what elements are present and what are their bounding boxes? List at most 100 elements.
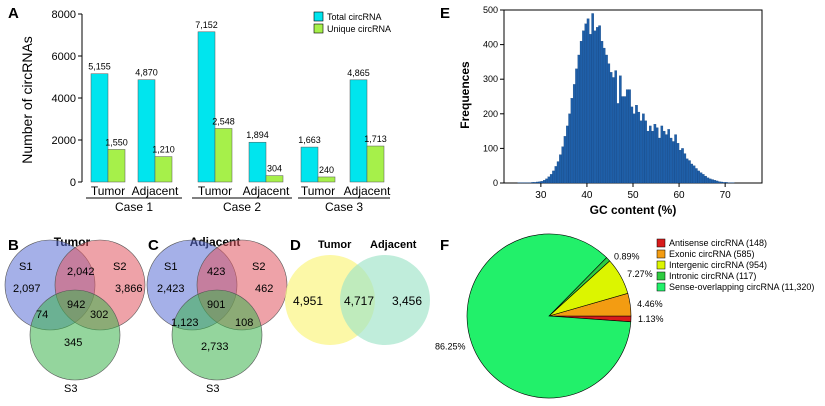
e-ytick-label: 100 (483, 143, 498, 153)
venn-b-s1-only: 2,097 (13, 283, 41, 295)
e-hist-bar (718, 182, 720, 183)
venn-d-label-tumor: Tumor (318, 239, 352, 251)
panel-a-bar-labels: 5,1551,5504,8701,2107,1522,5481,8943041,… (88, 20, 387, 175)
bar-label-unique: 240 (319, 165, 334, 175)
e-hist-bar (559, 155, 561, 183)
venn-b-set-label-s3: S3 (64, 383, 77, 395)
bar-total (198, 32, 215, 182)
e-hist-bar (562, 147, 564, 183)
e-hist-bar (539, 182, 541, 183)
e-hist-bar (651, 131, 653, 183)
e-hist-bar (665, 135, 667, 183)
bar-label-total: 7,152 (195, 20, 218, 30)
venn-c-s2-s3: 108 (235, 317, 253, 329)
e-hist-bar (610, 72, 612, 183)
venn-d-tumor-only: 4,951 (293, 294, 323, 308)
e-hist-bar (569, 114, 571, 183)
f-legend-label: Exonic circRNA (585) (669, 249, 755, 259)
f-legend-swatch (657, 239, 665, 247)
e-hist-bar (635, 105, 637, 183)
e-hist-bar (698, 171, 700, 183)
e-hist-bar (582, 31, 584, 183)
e-hist-bar (661, 126, 663, 183)
e-hist-bar (545, 179, 547, 183)
bar-unique (266, 176, 283, 182)
venn-b-s1-s2: 2,042 (67, 266, 95, 278)
panel-f-pie (467, 234, 631, 398)
venn-c-set-label-s1: S1 (164, 261, 177, 273)
e-hist-bar (709, 179, 711, 183)
a-ytick-label: 8000 (52, 9, 76, 21)
e-hist-bar (557, 162, 559, 183)
e-hist-bar (603, 48, 605, 183)
bar-unique (108, 149, 125, 182)
e-hist-bar (670, 138, 672, 183)
bar-total (249, 142, 266, 182)
legend-swatch-total (314, 12, 323, 21)
e-hist-bar (693, 166, 695, 183)
f-legend-label: Intronic circRNA (117) (669, 271, 756, 281)
e-hist-bar (725, 182, 727, 183)
a-ytick-label: 4000 (52, 93, 76, 105)
venn-b-s2-s3: 302 (90, 309, 108, 321)
f-legend-swatch (657, 272, 665, 280)
bar-unique (318, 177, 335, 182)
e-hist-bar (619, 76, 621, 183)
e-hist-bar (543, 180, 545, 183)
e-hist-bar (631, 107, 633, 183)
e-hist-bar (695, 168, 697, 183)
bar-label-unique: 1,713 (364, 134, 387, 144)
e-hist-bar (723, 182, 725, 183)
venn-b-s1-s3: 74 (36, 309, 48, 321)
e-hist-bar (700, 173, 702, 183)
e-hist-bar (571, 98, 573, 183)
pie-slice-label: 1.13% (638, 314, 664, 324)
panel-a-legend: Total circRNA Unique circRNA (314, 12, 391, 34)
bar-label-unique: 1,210 (152, 145, 175, 155)
e-hist-bar (686, 159, 688, 183)
legend-swatch-unique (314, 24, 323, 33)
venn-b-set-label-s1: S1 (19, 261, 32, 273)
e-hist-bar (704, 176, 706, 183)
panel-a-bars (91, 32, 384, 182)
e-hist-bar (566, 126, 568, 183)
f-legend-swatch (657, 261, 665, 269)
e-hist-bar (674, 135, 676, 183)
e-hist-bar (711, 180, 713, 183)
e-hist-bar (645, 121, 647, 183)
panel-e-histogram-bars (518, 13, 735, 183)
e-hist-bar (681, 148, 683, 183)
bar-total (350, 80, 367, 182)
e-hist-bar (578, 55, 580, 183)
panel-c-letter: C (148, 237, 159, 254)
e-hist-bar (532, 182, 534, 183)
panel-e-xlabel: GC content (%) (590, 203, 677, 217)
bar-label-total: 5,155 (88, 62, 111, 72)
e-hist-bar (621, 97, 623, 184)
e-hist-bar (642, 114, 644, 183)
e-hist-bar (575, 69, 577, 183)
e-hist-bar (688, 161, 690, 183)
e-hist-bar (541, 181, 543, 183)
f-legend-swatch (657, 283, 665, 291)
legend-label-unique: Unique circRNA (327, 24, 391, 34)
e-hist-bar (628, 90, 630, 183)
e-hist-bar (552, 171, 554, 183)
bar-unique (155, 157, 172, 182)
panel-f: F 1.13%4.46%7.27%0.89%86.25% Antisense c… (435, 234, 814, 398)
bar-label-total: 4,865 (347, 68, 370, 78)
e-hist-bar (714, 180, 716, 183)
a-category-label: Tumor (91, 184, 125, 198)
panel-b-letter: B (8, 237, 19, 254)
bar-label-unique: 304 (267, 164, 282, 174)
a-group-label: Case 3 (325, 200, 363, 214)
bar-label-total: 1,894 (246, 130, 269, 140)
panel-b: B Tumor S1 S2 S3 2,097 3,866 2,042 942 7… (5, 235, 145, 395)
panel-d-letter: D (290, 237, 301, 254)
e-hist-bar (684, 154, 686, 183)
e-xtick-label: 70 (720, 190, 732, 201)
e-hist-bar (656, 128, 658, 183)
a-category-label: Adjacent (243, 184, 290, 198)
